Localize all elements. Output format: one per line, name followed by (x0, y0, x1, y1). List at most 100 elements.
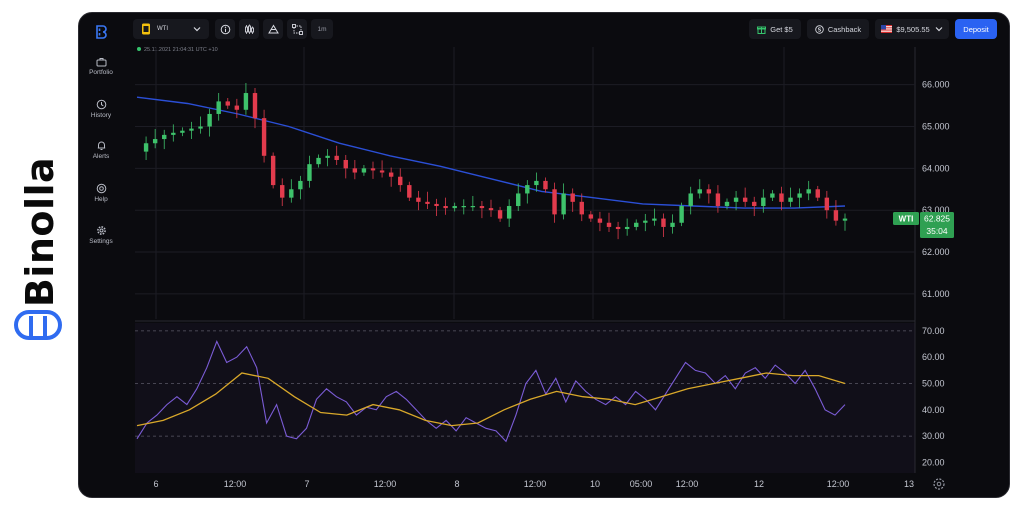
indicators-icon (267, 24, 279, 33)
candle (570, 193, 575, 202)
sidebar-item-label: History (90, 112, 112, 119)
candle (615, 226, 621, 230)
candle (761, 197, 766, 207)
candle (815, 189, 820, 198)
sidebar-item-help[interactable]: Help (79, 183, 123, 203)
candle (733, 197, 739, 202)
briefcase-icon (96, 58, 106, 67)
drawing-tools-button[interactable] (287, 19, 307, 39)
sidebar-item-label: Settings (89, 238, 113, 245)
help-icon (96, 183, 106, 194)
sidebar-item-portfolio[interactable]: Portfolio (79, 57, 123, 76)
candle (797, 193, 802, 198)
candle (588, 214, 594, 219)
oscillator-line (136, 339, 846, 443)
us-flag-icon (881, 25, 893, 33)
candle (334, 155, 339, 160)
candle (425, 201, 430, 204)
sidebar-item-settings[interactable]: Settings (79, 225, 123, 245)
candle (525, 185, 530, 194)
price-tag-value-box (920, 212, 954, 238)
app-logo-icon[interactable] (94, 25, 108, 39)
candle (516, 193, 521, 207)
time-axis-tick: 05:00 (630, 479, 653, 489)
chart-area[interactable]: 61.000 62.000 63.000 64.000 65.000 66.000 20.0… (79, 13, 1010, 498)
candle (270, 155, 276, 186)
candle (824, 197, 830, 211)
candle (506, 206, 512, 219)
asset-selector[interactable]: WTI (133, 19, 209, 39)
time-axis-tick: 7 (304, 479, 309, 489)
sidebar-item-alerts[interactable]: Alerts (79, 140, 123, 160)
candle (634, 222, 639, 227)
chart-datetime: 25.11.2021 21:04:31 UTC +10 (144, 47, 218, 53)
candle (706, 189, 712, 194)
candle (742, 197, 748, 202)
oscillator-panel-bg (135, 323, 915, 473)
candle (679, 206, 684, 223)
oscillator-axis-tick: 20.00 (922, 457, 945, 467)
candle (261, 118, 267, 156)
chart-settings-button[interactable] (933, 478, 945, 490)
candle (216, 101, 221, 114)
indicators-button[interactable] (263, 19, 283, 39)
clock-icon (96, 99, 106, 110)
moving-average-layer (136, 96, 846, 209)
candle (688, 193, 693, 207)
candle (488, 208, 494, 211)
time-axis-tick: 12 (754, 479, 764, 489)
brand-name: Binolla (18, 156, 62, 308)
candle (842, 218, 848, 221)
candle (670, 222, 675, 227)
candle (388, 172, 394, 177)
time-axis-tick: 12:00 (524, 479, 547, 489)
candle (198, 126, 203, 129)
candle (361, 168, 367, 173)
candle (479, 206, 485, 209)
candle (697, 189, 702, 194)
timeframe-button[interactable]: 1m (311, 19, 333, 39)
candle (534, 180, 539, 186)
candle (724, 201, 730, 207)
get-bonus-button[interactable]: Get $5 (749, 19, 801, 39)
candle (715, 193, 721, 207)
live-status-dot (137, 47, 141, 51)
moving-average-line (136, 96, 846, 209)
price-axis-tick: 64.000 (922, 163, 950, 173)
time-axis-tick: 10 (590, 479, 600, 489)
candle (352, 168, 358, 173)
candle (252, 93, 258, 119)
info-button[interactable] (215, 19, 235, 39)
candle (379, 170, 385, 173)
brand-logo-icon (14, 310, 62, 340)
account-balance-selector[interactable]: $9,505.55 (875, 19, 949, 39)
candle (597, 218, 603, 223)
get-bonus-label: Get $5 (770, 24, 793, 34)
price-tag-symbol: WTI (899, 215, 914, 224)
time-axis-tick: 12:00 (676, 479, 699, 489)
price-axis-tick: 61.000 (922, 289, 950, 299)
candle (434, 203, 439, 207)
candle (643, 220, 648, 223)
sidebar-item-history[interactable]: History (79, 99, 123, 119)
candle (298, 180, 303, 190)
candle (325, 155, 330, 158)
chart-type-button[interactable] (239, 19, 259, 39)
time-axis-tick: 8 (454, 479, 459, 489)
oscillator-axis-tick: 50.00 (922, 379, 945, 389)
time-axis-tick: 6 (153, 479, 158, 489)
oscillator-layer (136, 339, 846, 443)
cashback-button[interactable]: Cashback (807, 19, 869, 39)
price-axis-tick: 65.000 (922, 122, 950, 132)
candle (143, 143, 149, 152)
candle (806, 189, 811, 194)
settings-icon (933, 478, 945, 490)
candlestick-layer (143, 82, 848, 240)
deposit-button[interactable]: Deposit (955, 19, 997, 39)
oscillator-axis-tick: 60.00 (922, 352, 945, 362)
asset-name: WTI (157, 26, 168, 32)
candle (779, 193, 784, 202)
candle (289, 189, 294, 198)
gift-icon (757, 26, 767, 34)
candle (561, 193, 566, 215)
